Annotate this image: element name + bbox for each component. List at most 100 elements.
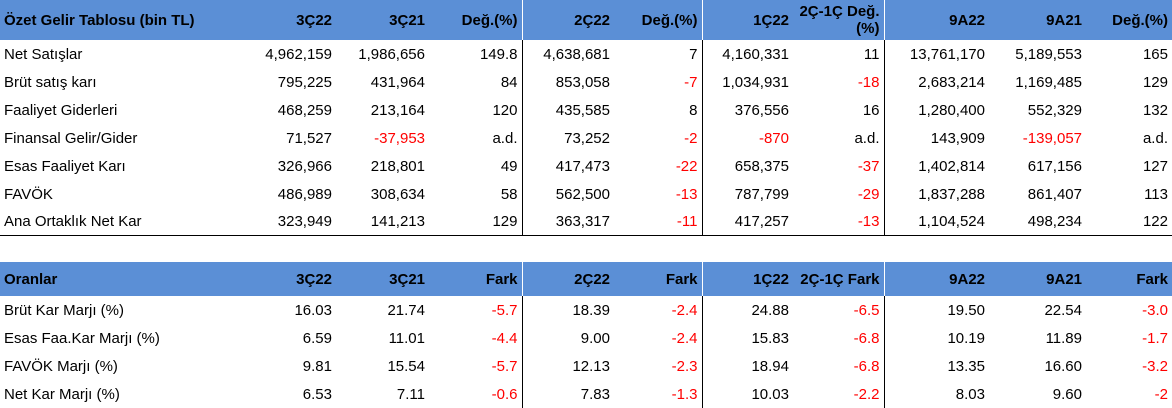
table-cell: 7.11 xyxy=(396,385,425,403)
table-cell: 617,156 xyxy=(1027,157,1082,175)
table-row: Finansal Gelir/Gider 71,527 -37,953 a.d. 73,… xyxy=(0,124,1172,152)
table-cell: 58 xyxy=(429,180,523,208)
header-row: Özet Gelir Tablosu (bin TL) 3Ç22 3Ç21 Değ.(… xyxy=(0,0,1172,40)
column-header: Fark xyxy=(614,262,703,296)
table-cell: 84 xyxy=(429,68,523,96)
table-cell: 363,317 xyxy=(522,208,614,236)
table-cell: a.d. xyxy=(1142,129,1168,147)
table-cell: 24.88 xyxy=(751,301,789,319)
header-row: Oranlar 3Ç22 3Ç21 Fark 2Ç22 Fark 1Ç22 2Ç-1Ç Far… xyxy=(0,262,1172,296)
table-cell: -18 xyxy=(793,68,885,96)
table-cell: 16.03 xyxy=(294,301,332,319)
table-cell: 18.39 xyxy=(572,301,610,319)
ratios-table: Oranlar 3Ç22 3Ç21 Fark 2Ç22 Fark 1Ç22 2Ç-1Ç Far… xyxy=(0,262,1172,408)
column-header: 3Ç22 xyxy=(249,0,336,40)
table-cell: 73,252 xyxy=(564,129,610,147)
table-cell: -13 xyxy=(793,208,885,236)
table-cell: 2,683,214 xyxy=(918,73,985,91)
table-cell: 4,160,331 xyxy=(722,45,789,63)
table-cell: -5.7 xyxy=(429,352,523,380)
table-cell: 1,280,400 xyxy=(918,101,985,119)
table-cell: 12.13 xyxy=(572,357,610,375)
table-cell: -37 xyxy=(793,152,885,180)
row-label: Brüt satış karı xyxy=(4,73,97,91)
table-row: Ana Ortaklık Net Kar 323,949 141,213 129 363… xyxy=(0,208,1172,236)
column-header: Değ.(%) xyxy=(429,0,523,40)
table-row: Brüt Kar Marjı (%) 16.03 21.74 -5.7 18.39 -2.… xyxy=(0,296,1172,324)
table-cell: -6.8 xyxy=(793,352,885,380)
table-cell: 15.54 xyxy=(387,357,425,375)
table-cell: 4,638,681 xyxy=(543,45,610,63)
table-cell: -5.7 xyxy=(429,296,523,324)
column-header: 2Ç-1Ç Değ.(%) xyxy=(793,0,885,40)
column-header: Fark xyxy=(1086,262,1172,296)
table-cell: 861,407 xyxy=(1027,185,1082,203)
table-cell: 16 xyxy=(793,96,885,124)
table-cell: -1.3 xyxy=(614,380,703,408)
table-cell: 1,402,814 xyxy=(918,157,985,175)
table-cell: -2.4 xyxy=(614,324,703,352)
table-cell: 9.81 xyxy=(302,357,332,375)
table-cell: 11 xyxy=(793,40,885,68)
table-cell: 4,962,159 xyxy=(265,45,332,63)
table-cell: 431,964 xyxy=(370,73,425,91)
column-header: 3Ç22 xyxy=(249,262,336,296)
table-cell: -29 xyxy=(793,180,885,208)
table-cell: 376,556 xyxy=(734,101,789,119)
table-row: Esas Faa.Kar Marjı (%) 6.59 11.01 -4.4 9.00-… xyxy=(0,324,1172,352)
table-cell: -139,057 xyxy=(1022,129,1082,147)
table-cell: 498,234 xyxy=(989,208,1086,236)
table-cell: 16.60 xyxy=(1044,357,1082,375)
table-cell: 127 xyxy=(1142,157,1168,175)
column-header: 1Ç22 xyxy=(702,262,793,296)
table-cell: -7 xyxy=(614,68,703,96)
column-header: 9A21 xyxy=(989,0,1086,40)
table-cell: 165 xyxy=(1142,45,1168,63)
table-cell: 1,986,656 xyxy=(358,45,425,63)
table-cell: 8 xyxy=(614,96,703,124)
table-cell: 120 xyxy=(429,96,523,124)
table-row: Brüt satış karı 795,225 431,964 84 853,058 -7… xyxy=(0,68,1172,96)
table-cell: 122 xyxy=(1086,208,1172,236)
table-row: Net Satışlar 4,962,159 1,986,656 149.8 4,638… xyxy=(0,40,1172,68)
table-cell: 71,527 xyxy=(286,129,332,147)
table-cell: -6.8 xyxy=(793,324,885,352)
table-cell: 49 xyxy=(429,152,523,180)
table-cell: 11.01 xyxy=(388,329,425,347)
table-cell: -2.2 xyxy=(793,380,885,408)
table-cell: 486,989 xyxy=(277,185,332,203)
column-header: 3Ç21 xyxy=(336,262,429,296)
table-cell: 10.03 xyxy=(751,385,789,403)
table-cell: -4.4 xyxy=(429,324,523,352)
table-cell: 552,329 xyxy=(1027,101,1082,119)
table-row: FAVÖK 486,989 308,634 58 562,500 -13 787,799 -2… xyxy=(0,180,1172,208)
table-cell: 129 xyxy=(1142,73,1168,91)
table-cell: 10.19 xyxy=(947,329,985,347)
table-cell: 8.03 xyxy=(955,385,985,403)
table-cell: -22 xyxy=(614,152,703,180)
column-header: 9A22 xyxy=(884,262,989,296)
table-cell: -2 xyxy=(614,124,703,152)
table-cell: 1,837,288 xyxy=(918,185,985,203)
table-cell: 5,189,553 xyxy=(1015,45,1082,63)
table-cell: 323,949 xyxy=(249,208,336,236)
income-statement-table: Özet Gelir Tablosu (bin TL) 3Ç22 3Ç21 Değ.(… xyxy=(0,0,1172,236)
table-cell: -3.2 xyxy=(1142,357,1168,375)
table-cell: 218,801 xyxy=(370,157,425,175)
table-cell: 658,375 xyxy=(734,157,789,175)
table-cell: 13,761,170 xyxy=(909,45,985,63)
table-cell: 19.50 xyxy=(947,301,985,319)
table-cell: 435,585 xyxy=(555,101,610,119)
table-cell: 1,104,524 xyxy=(884,208,989,236)
table-cell: 129 xyxy=(429,208,523,236)
column-header: 9A21 xyxy=(989,262,1086,296)
table-row: Net Kar Marjı (%) 6.53 7.11 -0.6 7.83 -1.3 10.… xyxy=(0,380,1172,408)
column-header: 9A22 xyxy=(884,0,989,40)
table-cell: 326,966 xyxy=(277,157,332,175)
table-cell: 1,034,931 xyxy=(722,73,789,91)
table-cell: 9.00 xyxy=(580,329,610,347)
column-header: 2Ç-1Ç Fark xyxy=(793,262,885,296)
column-header: Değ.(%) xyxy=(614,0,703,40)
column-header: 2Ç22 xyxy=(522,262,614,296)
table-cell: 113 xyxy=(1144,185,1168,203)
